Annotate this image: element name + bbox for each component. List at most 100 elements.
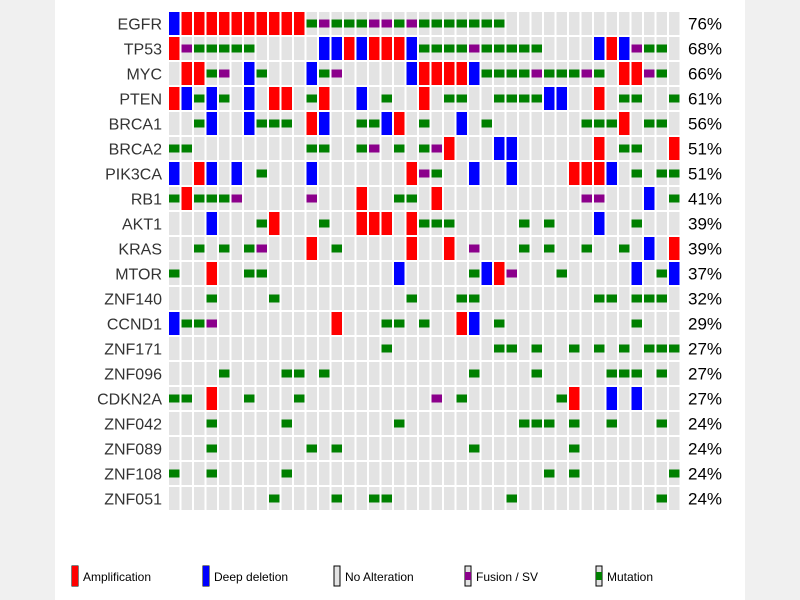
mutation-mark (169, 394, 180, 403)
sample-cell (194, 387, 205, 410)
sample-cell (494, 237, 505, 260)
amplification-mark (306, 237, 317, 260)
sample-cell (606, 137, 617, 160)
fusion-mark (219, 69, 230, 78)
sample-cell (219, 162, 230, 185)
mutation-mark (544, 419, 555, 428)
mutation-mark (556, 394, 567, 403)
amplification-mark (319, 87, 330, 110)
sample-cell (444, 287, 455, 310)
sample-cell (506, 312, 517, 335)
sample-cell (631, 112, 642, 135)
mutation-mark (456, 44, 467, 53)
sample-cell (306, 312, 317, 335)
sample-cell (544, 287, 555, 310)
sample-cell (181, 237, 192, 260)
sample-cell (381, 187, 392, 210)
sample-cell (606, 12, 617, 35)
sample-cell (294, 312, 305, 335)
sample-cell (181, 112, 192, 135)
sample-cell (219, 412, 230, 435)
mutation-mark (494, 44, 505, 53)
alteration-percentage: 24% (688, 440, 722, 459)
sample-cell (444, 437, 455, 460)
sample-cell (569, 37, 580, 60)
mutation-mark (669, 94, 680, 103)
mutation-mark (306, 94, 317, 103)
sample-cell (606, 312, 617, 335)
sample-cell (669, 312, 680, 335)
mutation-mark (656, 369, 667, 378)
sample-cell (469, 112, 480, 135)
sample-cell (594, 462, 605, 485)
sample-cell (231, 462, 242, 485)
sample-cell (331, 112, 342, 135)
sample-cell (494, 362, 505, 385)
sample-cell (544, 162, 555, 185)
sample-cell (181, 262, 192, 285)
sample-cell (619, 412, 630, 435)
sample-cell (319, 337, 330, 360)
sample-cell (581, 87, 592, 110)
sample-cell (556, 437, 567, 460)
sample-cell (456, 262, 467, 285)
sample-cell (556, 362, 567, 385)
sample-cell (431, 487, 442, 510)
gene-label: PIK3CA (105, 167, 162, 184)
sample-cell (169, 287, 180, 310)
alteration-percentage: 66% (688, 65, 722, 84)
amplification-mark (244, 12, 255, 35)
sample-cell (531, 312, 542, 335)
mutation-mark (294, 394, 305, 403)
mutation-mark (469, 19, 480, 28)
mutation-mark (606, 294, 617, 303)
sample-cell (481, 137, 492, 160)
alteration-percentage: 56% (688, 115, 722, 134)
sample-cell (244, 437, 255, 460)
mutation-mark (594, 119, 605, 128)
sample-cell (456, 237, 467, 260)
deletion-mark (469, 312, 480, 335)
sample-cell (556, 112, 567, 135)
sample-cell (256, 387, 267, 410)
amplification-mark (406, 237, 417, 260)
deletion-mark (319, 37, 330, 60)
sample-cell (481, 287, 492, 310)
amplification-mark (569, 162, 580, 185)
alteration-percentage: 24% (688, 490, 722, 509)
sample-cell (369, 87, 380, 110)
sample-cell (394, 437, 405, 460)
deletion-mark (494, 137, 505, 160)
amplification-mark (206, 12, 217, 35)
amplification-mark (194, 62, 205, 85)
mutation-mark (169, 144, 180, 153)
amplification-mark (569, 387, 580, 410)
sample-cell (231, 62, 242, 85)
mutation-mark (619, 144, 630, 153)
mutation-mark (644, 119, 655, 128)
sample-cell (569, 362, 580, 385)
sample-cell (269, 162, 280, 185)
mutation-mark (244, 394, 255, 403)
sample-cell (456, 487, 467, 510)
sample-cell (544, 37, 555, 60)
sample-cell (294, 337, 305, 360)
mutation-mark (619, 244, 630, 253)
sample-cell (269, 37, 280, 60)
sample-cell (631, 412, 642, 435)
sample-cell (381, 412, 392, 435)
deletion-mark (231, 162, 242, 185)
mutation-mark (394, 19, 405, 28)
mutation-mark (619, 94, 630, 103)
sample-cell (481, 387, 492, 410)
sample-cell (356, 162, 367, 185)
sample-cell (219, 387, 230, 410)
amplification-mark (219, 12, 230, 35)
sample-cell (381, 362, 392, 385)
sample-cell (356, 62, 367, 85)
deletion-mark (394, 262, 405, 285)
sample-cell (619, 287, 630, 310)
mutation-mark (431, 19, 442, 28)
sample-cell (306, 487, 317, 510)
sample-cell (406, 487, 417, 510)
